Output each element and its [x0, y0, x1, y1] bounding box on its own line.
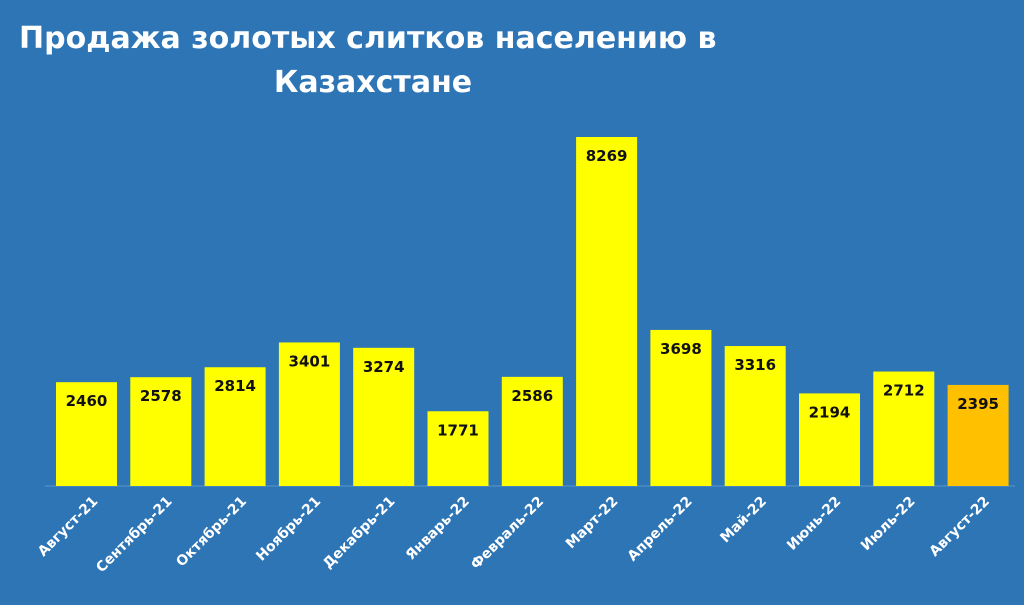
value-label: 3698 — [660, 340, 702, 358]
bar — [278, 342, 340, 486]
value-label: 2814 — [214, 377, 256, 395]
value-label: 2395 — [957, 395, 999, 413]
value-label: 2712 — [883, 382, 925, 400]
chart-title: Продажа золотых слитков населению в Каза… — [19, 21, 727, 100]
value-label: 2586 — [511, 387, 553, 405]
value-label: 3401 — [289, 352, 331, 370]
value-label: 1771 — [437, 421, 479, 439]
bar — [56, 382, 117, 486]
bar — [501, 376, 563, 486]
bar — [650, 329, 712, 486]
value-label: 2460 — [66, 392, 108, 410]
value-label: 3316 — [734, 356, 776, 374]
bar — [130, 377, 192, 486]
bar — [204, 367, 266, 486]
bar — [873, 371, 935, 486]
value-label: 8269 — [586, 147, 628, 165]
value-label: 2578 — [140, 387, 182, 405]
value-label: 2194 — [809, 403, 851, 421]
bar — [947, 384, 1009, 486]
bar — [799, 393, 860, 486]
title-line: Продажа золотых слитков населению в — [19, 21, 716, 56]
bar — [427, 411, 489, 486]
bar — [576, 137, 638, 486]
bar — [724, 346, 786, 486]
title-line: Казахстане — [274, 65, 472, 100]
value-label: 3274 — [363, 358, 405, 376]
bar — [353, 347, 415, 486]
